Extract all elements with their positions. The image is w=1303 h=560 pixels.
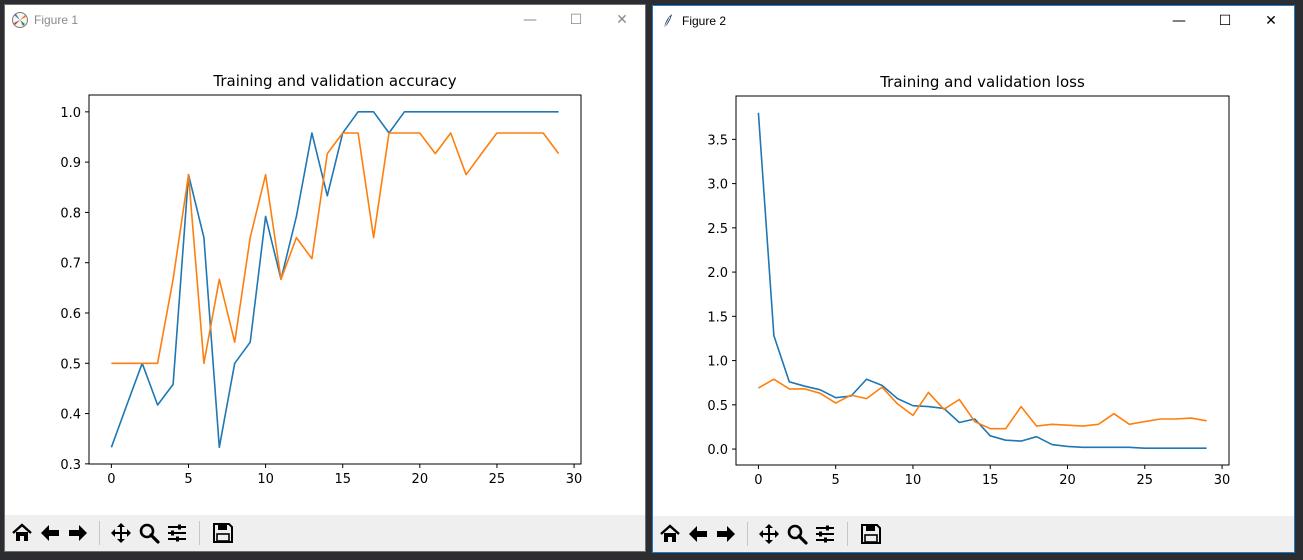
- toolbar-separator: [747, 522, 748, 546]
- loss-chart: Training and validation loss 0 5 10 15 20 25 30…: [707, 73, 1231, 488]
- training-series-line: [110, 111, 559, 449]
- x-tick-label: 10: [257, 472, 274, 487]
- chart-title: Training and validation accuracy: [212, 72, 456, 90]
- save-icon: [860, 523, 882, 545]
- toolbar-separator: [199, 521, 200, 545]
- close-button[interactable]: ✕: [616, 12, 628, 28]
- x-tick-label: 25: [489, 472, 506, 487]
- y-tick-label: 0.3: [60, 458, 81, 473]
- training-series-line: [757, 112, 1207, 450]
- minimize-button[interactable]: —: [523, 12, 537, 28]
- window-title: Figure 2: [682, 14, 727, 28]
- x-tick-label: 20: [412, 472, 429, 487]
- save-icon: [212, 522, 234, 544]
- matplotlib-logo-icon: [11, 11, 29, 29]
- x-tick-label: 0: [107, 472, 115, 487]
- figure-1-window: Figure 1 — ☐ ✕ Training and validation a…: [5, 5, 645, 551]
- x-tick-label: 25: [1136, 473, 1153, 488]
- y-tick-label: 2.0: [707, 266, 728, 281]
- home-button[interactable]: [656, 520, 684, 548]
- forward-arrow-button[interactable]: [712, 520, 740, 548]
- y-tick-label: 0.0: [707, 443, 728, 458]
- window-title: Figure 1: [34, 13, 79, 27]
- minimize-button[interactable]: —: [1172, 13, 1186, 29]
- toolbar-separator: [847, 522, 848, 546]
- y-tick-label: 0.4: [60, 408, 81, 423]
- x-tick-label: 30: [566, 472, 583, 487]
- figure-toolbar: [653, 516, 1294, 552]
- y-tick-label: 0.8: [60, 206, 81, 221]
- forward-arrow-button[interactable]: [64, 519, 92, 547]
- save-button[interactable]: [857, 520, 885, 548]
- x-tick-label: 20: [1059, 473, 1076, 488]
- accuracy-chart: Training and validation accuracy 0 5 10 15 20…: [60, 72, 583, 487]
- title-bar[interactable]: Figure 2 — ☐ ✕: [653, 6, 1294, 36]
- title-bar[interactable]: Figure 1 — ☐ ✕: [5, 5, 645, 35]
- configure-subplots-button[interactable]: [811, 520, 839, 548]
- y-tick-label: 1.0: [60, 106, 81, 121]
- close-button[interactable]: ✕: [1265, 13, 1277, 29]
- y-tick-label: 2.5: [707, 222, 728, 237]
- y-tick-label: 1.5: [707, 310, 728, 325]
- validation-series-line: [111, 132, 560, 365]
- validation-series-line: [758, 378, 1207, 430]
- pan-icon: [758, 523, 780, 545]
- x-tick-label: 10: [905, 473, 922, 488]
- back-arrow-button[interactable]: [684, 520, 712, 548]
- y-tick-label: 0.5: [707, 399, 728, 414]
- y-tick-label: 0.5: [60, 357, 81, 372]
- zoom-icon: [138, 522, 160, 544]
- y-tick-label: 1.0: [707, 355, 728, 370]
- back-arrow-icon: [39, 522, 61, 544]
- home-icon: [11, 522, 33, 544]
- zoom-button[interactable]: [135, 519, 163, 547]
- y-tick-label: 0.6: [60, 307, 81, 322]
- y-tick-label: 0.9: [60, 156, 81, 171]
- x-tick-label: 5: [832, 473, 840, 488]
- configure-subplots-icon: [814, 523, 836, 545]
- pan-button[interactable]: [107, 519, 135, 547]
- y-tick-label: 3.0: [707, 178, 728, 193]
- chart-title: Training and validation loss: [879, 73, 1085, 91]
- zoom-button[interactable]: [783, 520, 811, 548]
- save-button[interactable]: [209, 519, 237, 547]
- x-tick-label: 5: [184, 472, 192, 487]
- maximize-button[interactable]: ☐: [1218, 13, 1232, 29]
- y-tick-label: 0.7: [60, 257, 81, 272]
- forward-arrow-icon: [715, 523, 737, 545]
- figure-toolbar: [5, 515, 645, 551]
- pan-icon: [110, 522, 132, 544]
- maximize-button[interactable]: ☐: [569, 12, 583, 28]
- back-arrow-button[interactable]: [36, 519, 64, 547]
- toolbar-separator: [99, 521, 100, 545]
- configure-subplots-icon: [166, 522, 188, 544]
- pan-button[interactable]: [755, 520, 783, 548]
- x-tick-label: 15: [334, 472, 351, 487]
- home-icon: [659, 523, 681, 545]
- home-button[interactable]: [8, 519, 36, 547]
- y-tick-label: 3.5: [707, 133, 728, 148]
- plot-frame: [735, 95, 1230, 466]
- zoom-icon: [786, 523, 808, 545]
- figure-2-window: Figure 2 — ☐ ✕ Training and validation l…: [653, 6, 1294, 552]
- x-tick-label: 30: [1214, 473, 1231, 488]
- x-tick-label: 15: [982, 473, 999, 488]
- forward-arrow-icon: [67, 522, 89, 544]
- configure-subplots-button[interactable]: [163, 519, 191, 547]
- back-arrow-icon: [687, 523, 709, 545]
- x-tick-label: 0: [754, 473, 762, 488]
- plot-frame: [88, 94, 582, 465]
- feather-icon: [659, 12, 677, 30]
